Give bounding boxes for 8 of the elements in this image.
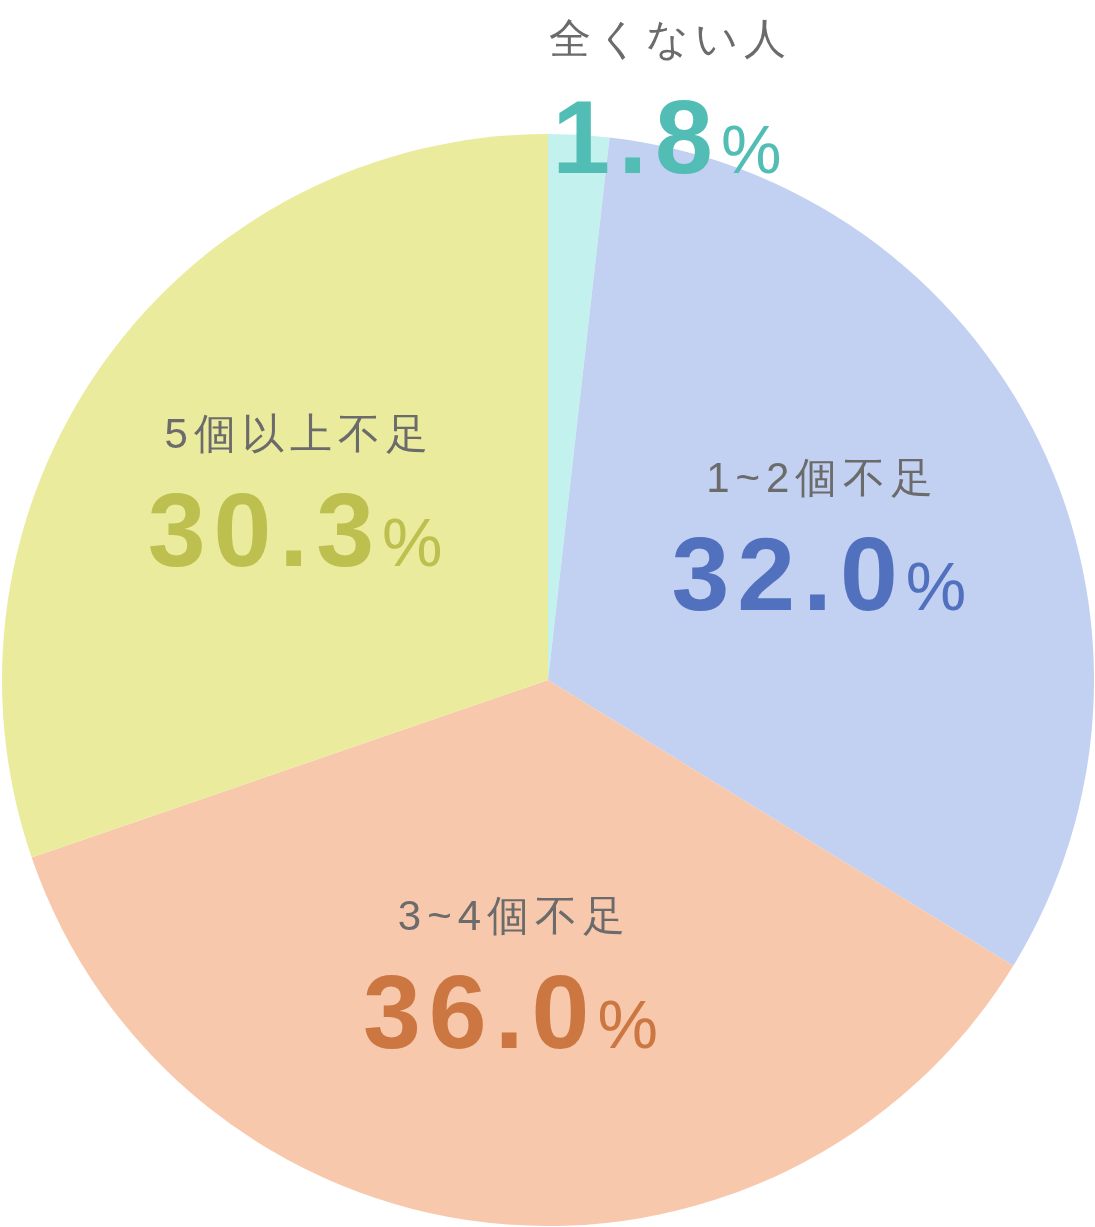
data-label: 1.8% [552,78,790,195]
slice-label: 5個以上不足 [164,410,434,458]
slice-label: 3~4個不足 [397,891,632,939]
slice-label: 全くない人 [549,14,793,62]
data-label: 30.3% [147,472,451,589]
data-label: 36.0% [363,953,666,1070]
slice-label: 1~2個不足 [706,454,940,502]
data-label: 32.0% [671,516,975,633]
